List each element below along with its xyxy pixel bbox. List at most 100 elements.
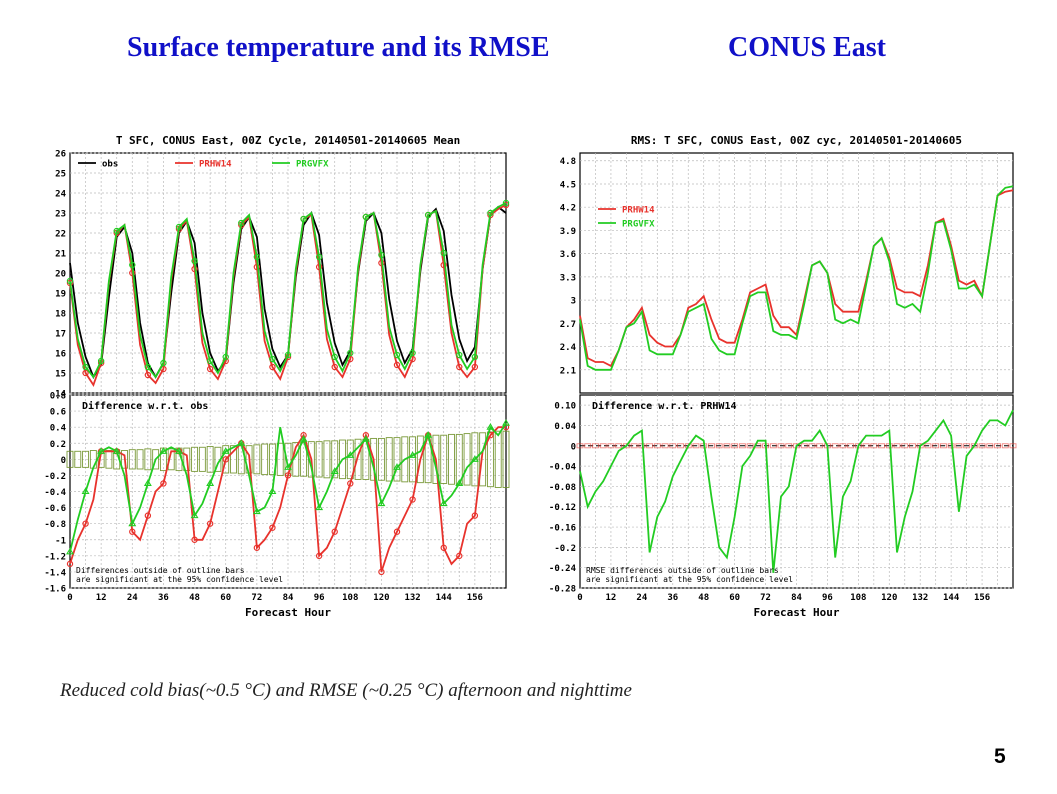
significance-bar [777, 443, 785, 449]
chart-title: RMS: T SFC, CONUS East, 00Z cyc, 2014050… [631, 134, 962, 147]
diff-line-prhw14 [69, 426, 506, 573]
data-point-prgvfx [222, 353, 229, 361]
bottom-panel-ytick-label: 0 [571, 442, 576, 452]
diff-point-prgvfx [424, 431, 433, 438]
diff-point-prgvfx [237, 439, 246, 446]
data-point-prgvfx [424, 211, 432, 219]
diff-point-prgvfx [128, 519, 137, 527]
bottom-panel-ytick-label: -0.12 [549, 503, 576, 513]
significance-bar [66, 450, 74, 468]
data-point-prhw14 [144, 371, 152, 379]
significance-bar [401, 436, 409, 483]
top-panel-ytick-label: 18 [55, 310, 66, 320]
diff-point-prgvfx [190, 511, 199, 519]
top-panel-ytick-label: 26 [55, 150, 66, 160]
significance-bar [377, 437, 385, 481]
chart-title: T SFC, CONUS East, 00Z Cycle, 20140501-2… [116, 134, 460, 147]
diff-point-prgvfx [315, 503, 324, 511]
top-panel-ytick-label: 25 [55, 170, 66, 180]
significance-bar [385, 437, 393, 482]
top-panel-ytick-label: 14 [55, 390, 66, 400]
rmse-chart: RMS: T SFC, CONUS East, 00Z cyc, 2014050… [549, 134, 1017, 619]
diff-point-prgvfx [393, 463, 401, 470]
significance-bar [769, 443, 777, 449]
diff-point-prgvfx [112, 447, 121, 454]
data-point-prhw14 [440, 261, 447, 269]
bottom-panel-ytick-label: -0.2 [554, 544, 576, 554]
diff-point-prhw14 [253, 544, 261, 551]
legend-label-prhw14: PRHW14 [199, 160, 232, 170]
top-panel-ytick-label: 23 [55, 210, 66, 220]
significance-bar [955, 443, 963, 449]
diff-point-prgvfx [206, 479, 215, 487]
xtick-label: 120 [881, 593, 897, 603]
significance-bar [746, 443, 754, 449]
significance-bar [479, 432, 487, 487]
top-panel-ytick-label: 20 [55, 270, 66, 280]
significance-bar [893, 443, 901, 449]
significance-bar [416, 435, 424, 484]
significance-bar [354, 438, 362, 480]
bottom-panel-ytick-label: 0.6 [50, 408, 66, 418]
bottom-panel-ytick-label: -0.16 [549, 524, 576, 534]
data-point-prgvfx [331, 353, 338, 361]
difference-panel-label: Difference w.r.t. obs [82, 400, 208, 412]
difference-panel-label: Difference w.r.t. PRHW14 [592, 400, 737, 412]
xtick-label: 144 [436, 593, 453, 603]
data-point-prgvfx [66, 277, 74, 285]
diff-point-prgvfx [143, 479, 152, 487]
diff-point-prhw14 [206, 520, 214, 527]
diff-point-prhw14 [160, 480, 167, 487]
data-point-prgvfx [471, 353, 479, 361]
diff-point-prhw14 [315, 552, 323, 560]
data-point-prgvfx [456, 351, 463, 359]
bottom-panel-ytick-label: -0.6 [44, 504, 66, 514]
significance-bar [932, 443, 940, 449]
diff-point-prhw14 [144, 512, 152, 519]
diff-point-prgvfx [346, 451, 355, 458]
significance-note: are significant at the 95% confidence le… [76, 575, 283, 584]
significance-bar [692, 443, 700, 449]
diff-point-prgvfx [268, 487, 277, 495]
data-point-prgvfx [175, 223, 183, 231]
significance-bar [440, 434, 448, 484]
significance-bar [144, 448, 152, 471]
significance-bar [592, 443, 599, 449]
significance-bar [800, 443, 808, 449]
top-panel-ytick-label: 24 [55, 190, 66, 200]
significance-bar [409, 436, 417, 483]
diff-line-prgvfx [69, 422, 507, 553]
significance-bar [167, 448, 175, 471]
xtick-label: 24 [127, 593, 138, 603]
bottom-panel-ytick-label: -1.2 [44, 552, 66, 562]
diff-point-prgvfx [299, 435, 308, 442]
diff-point-prhw14 [471, 512, 479, 519]
data-point-prgvfx [502, 199, 510, 207]
significance-bar [630, 443, 638, 449]
significance-bar [723, 443, 731, 449]
legend-label-prgvfx: PRGVFX [296, 160, 329, 170]
diff-point-prhw14 [440, 544, 447, 551]
page-number: 5 [994, 745, 1006, 768]
diff-point-prhw14 [378, 568, 385, 576]
significance-bar [261, 443, 269, 476]
significance-bar [986, 443, 994, 449]
xtick-label: 96 [822, 593, 833, 603]
diff-point-prhw14 [222, 456, 229, 463]
data-point-prgvfx [191, 257, 198, 265]
diff-point-prgvfx [470, 455, 479, 462]
diff-point-prgvfx [81, 487, 90, 495]
data-point-prgvfx [97, 357, 105, 365]
xtick-label: 132 [912, 593, 928, 603]
bottom-panel-ytick-label: -0.24 [549, 564, 577, 574]
top-panel-ytick-label: 3 [571, 297, 576, 307]
data-point-prgvfx [253, 253, 261, 261]
significance-bar [870, 443, 878, 449]
significance-bar [653, 443, 661, 449]
significance-bar [669, 443, 677, 449]
diff-point-prgvfx [175, 447, 183, 454]
caption: Reduced cold bias(~0.5 °C) and RMSE (~0.… [60, 680, 632, 701]
xtick-label: 84 [791, 593, 802, 603]
significance-bar [230, 445, 237, 474]
data-point-prgvfx [144, 363, 152, 371]
